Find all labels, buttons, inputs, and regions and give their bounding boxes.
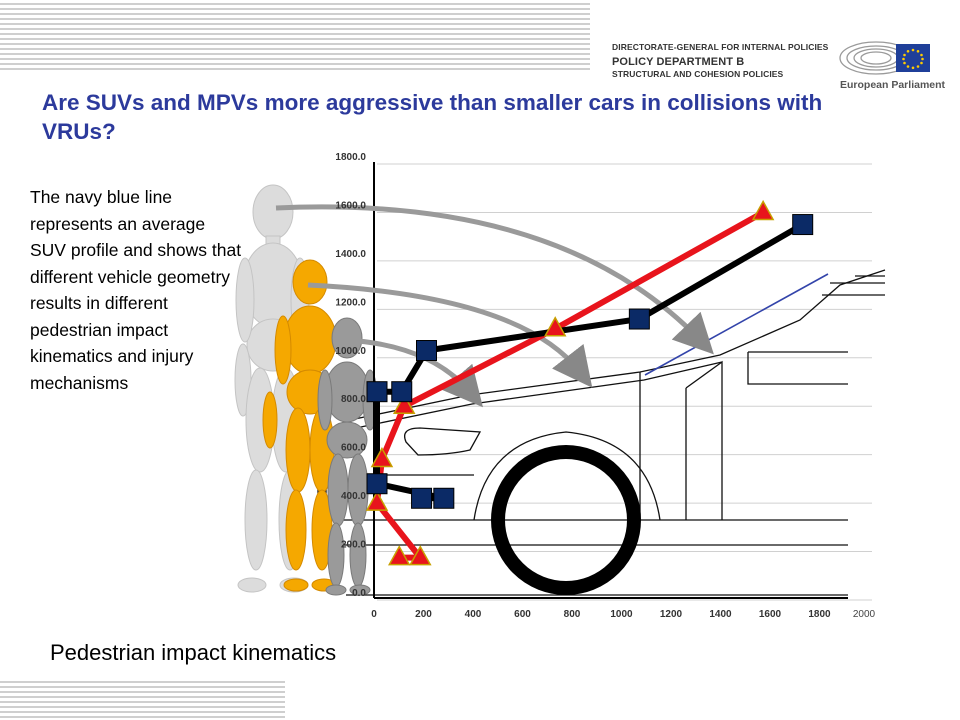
x-tick-label: 0 (371, 609, 377, 620)
header-policies: STRUCTURAL AND COHESION POLICIES (612, 69, 784, 79)
x-tick-label: 1000 (610, 609, 633, 620)
data-point-triangle (370, 446, 394, 468)
x-tick-label: 1200 (660, 609, 683, 620)
x-tick-labels: 0 200 400 600 800 1000 1200 1400 1600 1800 2000 (371, 609, 875, 620)
y-tick-label: 0.0 (352, 588, 366, 599)
suv-profile-line (644, 273, 829, 376)
y-tick-label: 1800.0 (335, 152, 366, 163)
header-department: POLICY DEPARTMENT B (612, 56, 745, 68)
data-point-triangle (543, 316, 567, 337)
y-tick-label: 1400.0 (335, 249, 366, 260)
x-tick-label: 200 (415, 609, 432, 620)
data-point-triangle (751, 199, 775, 221)
x-tick-label: 1400 (709, 609, 732, 620)
data-point-square (416, 340, 437, 362)
x-tick-label: 1800 (808, 609, 831, 620)
car-outline (317, 269, 886, 596)
diagram-caption: Pedestrian impact kinematics (50, 640, 337, 665)
chart-series (365, 199, 814, 566)
eu-flag-icon (896, 44, 930, 72)
x-tick-label: 600 (514, 609, 531, 620)
y-tick-label: 200.0 (341, 540, 366, 551)
y-tick-label: 1600.0 (335, 200, 366, 211)
chart-gridlines (377, 163, 872, 601)
y-tick-label: 1200.0 (335, 297, 366, 308)
child-dummy-yellow-icon (262, 259, 337, 592)
logo-text: European Parliament (840, 79, 946, 91)
data-point-triangle (388, 545, 411, 566)
data-point-square (366, 381, 388, 403)
yellow-head-arrow (307, 282, 593, 388)
data-point-square (628, 308, 650, 330)
y-tick-labels: 0.0 200.0 400.0 600.0 800.0 1000.0 1200.0 1400.… (335, 152, 366, 599)
y-tick-label: 800.0 (341, 394, 366, 405)
x-tick-label: 2000 (853, 609, 876, 620)
data-point-triangle (365, 490, 389, 511)
explanation-text: The navy blue line represents an average… (30, 187, 242, 393)
y-tick-label: 400.0 (341, 491, 366, 502)
data-point-square (411, 487, 433, 509)
header-stripes (0, 0, 590, 72)
data-point-square (391, 381, 413, 403)
footer-stripes (0, 678, 285, 720)
child-dummy-grey-icon (317, 317, 378, 596)
x-tick-label: 800 (564, 609, 581, 620)
data-point-triangle (409, 545, 432, 566)
series-line-square (374, 221, 805, 502)
header-directorate: DIRECTORATE-GENERAL FOR INTERNAL POLICIE… (612, 42, 829, 52)
x-tick-label: 1600 (759, 609, 782, 620)
data-point-square (366, 473, 388, 495)
wheel-icon (491, 445, 641, 595)
y-tick-label: 600.0 (341, 443, 366, 454)
page-title: Are SUVs and MPVs more aggressive than s… (42, 90, 823, 144)
x-tick-label: 400 (465, 609, 482, 620)
data-point-square (792, 214, 814, 236)
adult-head-arrow (275, 204, 714, 355)
data-point-triangle (392, 393, 416, 414)
data-point-square (433, 487, 455, 509)
y-tick-label: 1000.0 (335, 346, 366, 357)
